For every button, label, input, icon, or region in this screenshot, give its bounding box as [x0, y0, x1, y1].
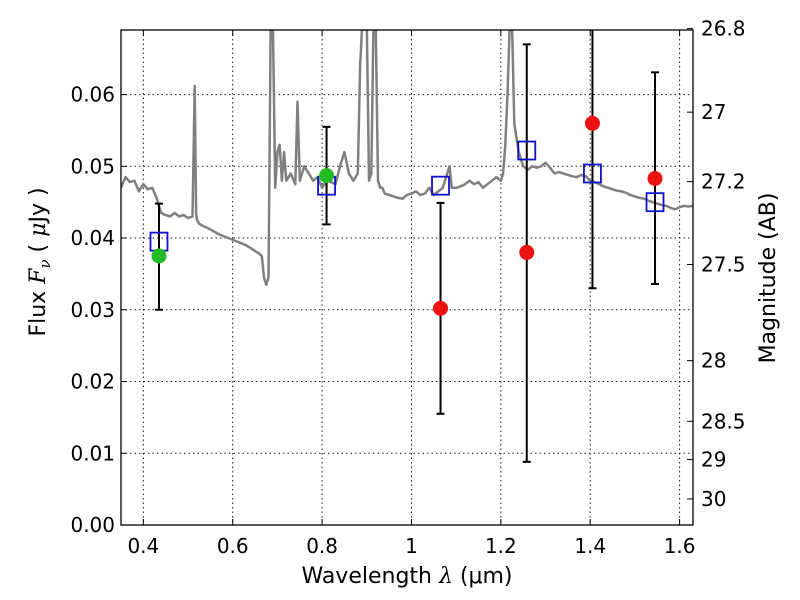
y2-axis-label: Magnitude (AB)	[756, 193, 781, 364]
y-axis-label-unit-open: (	[26, 237, 51, 260]
y2-tick-label: 27.2	[701, 170, 746, 194]
y-tick-label: 0.05	[70, 154, 115, 178]
plot-frame	[120, 29, 694, 526]
plot-background	[121, 30, 693, 525]
synthetic-photometry-point	[431, 175, 450, 196]
x-tick-label: 0.4	[127, 534, 159, 558]
x-axis-label: Wavelength λ (μm)	[301, 564, 512, 589]
y-axis-label-unit-mu: μ	[26, 223, 51, 237]
x-tick-label: 0.8	[306, 534, 338, 558]
y-axis-label-subscript: ν	[36, 259, 54, 268]
y2-tick-label: 26.8	[701, 17, 746, 41]
synthetic-photometry-layer	[149, 140, 665, 252]
x-axis-label-symbol: λ	[438, 564, 453, 589]
observed-photometry-layer	[151, 115, 663, 316]
observed-upper-point	[519, 244, 535, 260]
x-tick-label: 1.2	[485, 534, 517, 558]
y-tick-label: 0.04	[70, 226, 115, 250]
y2-tick-label: 27.5	[701, 253, 746, 277]
synthetic-photometry-point	[517, 140, 537, 161]
y2-tick-label: 30	[701, 487, 726, 511]
x-axis-label-prefix: Wavelength	[301, 564, 439, 589]
model-spectrum-layer	[121, 30, 693, 286]
x-tick-label: 0.6	[217, 534, 249, 558]
y2-tick-label: 28.5	[701, 409, 746, 433]
y2-tick-label: 29	[701, 448, 726, 472]
y-tick-label: 0.06	[70, 83, 115, 107]
model-spectrum-line	[121, 30, 693, 286]
y-axis-ticks: 0.00 0.01 0.02 0.03 0.04 0.05 0.06	[70, 83, 127, 537]
y2-tick-label: 28	[701, 349, 726, 373]
y-axis-label-symbol: F	[26, 268, 51, 285]
y-tick-label: 0.03	[70, 298, 115, 322]
x-tick-label: 1.4	[574, 534, 606, 558]
y-axis-label-unit-rest: Jy )	[26, 187, 51, 224]
y-axis-label: Flux Fν ( μJy )	[26, 187, 54, 336]
x-tick-label: 1	[405, 534, 418, 558]
y-tick-label: 0.01	[70, 441, 115, 465]
synthetic-photometry-point	[645, 192, 665, 213]
y-tick-label: 0.00	[70, 513, 115, 537]
observed-upper-point	[584, 115, 600, 131]
observed-upper-point	[647, 171, 663, 186]
x-tick-label: 1.6	[664, 534, 696, 558]
x-axis-label-unit: (μm)	[453, 564, 513, 589]
observed-upper-point	[433, 300, 449, 316]
y-axis-label-prefix: Flux	[26, 284, 51, 337]
y-tick-label: 0.02	[70, 370, 115, 394]
y2-tick-label: 27	[701, 100, 726, 124]
observed-detected-point	[151, 248, 167, 264]
grid	[121, 30, 693, 525]
x-axis-ticks: 0.4 0.6 0.8 1 1.2 1.4 1.6	[127, 30, 696, 558]
y2-axis-ticks: 26.8 27 27.2 27.5 28 28.5 29 30	[687, 17, 746, 511]
synthetic-photometry-point	[583, 163, 602, 184]
observed-detected-point	[319, 168, 335, 184]
